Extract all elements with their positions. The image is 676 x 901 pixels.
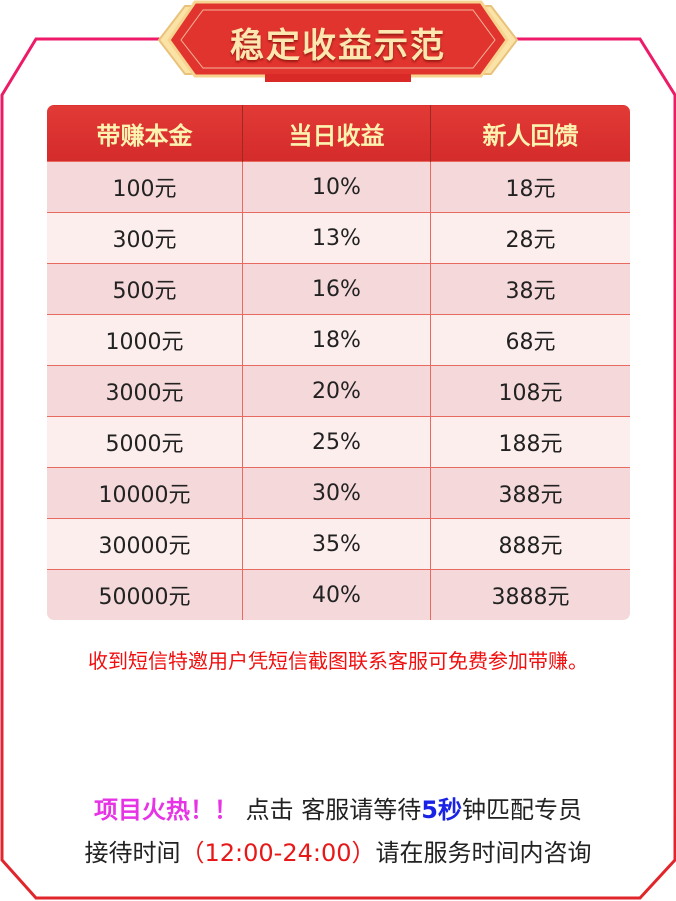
cell-newcomer-bonus: 388元 xyxy=(430,467,630,519)
cell-daily-return: 35% xyxy=(242,518,431,570)
cell-newcomer-bonus: 28元 xyxy=(430,212,630,264)
cell-principal: 1000元 xyxy=(47,314,243,366)
cell-principal: 3000元 xyxy=(47,365,243,417)
header-daily-return: 当日收益 xyxy=(242,105,431,162)
earnings-table: 带赚本金 当日收益 新人回馈 100元 10% 18元 300元 13% 28元 500元 1… xyxy=(46,104,631,621)
cell-principal: 100元 xyxy=(47,161,243,213)
cell-principal: 5000元 xyxy=(47,416,243,468)
header-newcomer-bonus: 新人回馈 xyxy=(430,105,630,162)
table-row: 10000元 30% 388元 xyxy=(47,467,630,519)
cell-daily-return: 10% xyxy=(242,161,431,213)
table-row: 30000元 35% 888元 xyxy=(47,518,630,570)
cell-principal: 300元 xyxy=(47,212,243,264)
wait-seconds: 5秒 xyxy=(421,796,462,824)
cell-daily-return: 25% xyxy=(242,416,431,468)
hot-label: 项目火热！！ xyxy=(94,796,239,824)
cell-newcomer-bonus: 3888元 xyxy=(430,569,630,620)
table-row: 1000元 18% 68元 xyxy=(47,314,630,366)
cell-newcomer-bonus: 188元 xyxy=(430,416,630,468)
cell-daily-return: 30% xyxy=(242,467,431,519)
table-row: 500元 16% 38元 xyxy=(47,263,630,315)
service-hours: （12:00-24:00） xyxy=(180,839,376,867)
notice-text: 收到短信特邀用户凭短信截图联系客服可免费参加带赚。 xyxy=(88,649,588,673)
click-text[interactable]: 点击 客服请等待 xyxy=(238,796,422,824)
table-row: 100元 10% 18元 xyxy=(47,161,630,213)
match-text: 钟匹配专员 xyxy=(461,796,582,824)
cell-principal: 500元 xyxy=(47,263,243,315)
footer-line-2: 接待时间（12:00-24:00）请在服务时间内咨询 xyxy=(0,833,676,868)
cell-newcomer-bonus: 888元 xyxy=(430,518,630,570)
cell-newcomer-bonus: 108元 xyxy=(430,365,630,417)
header-principal: 带赚本金 xyxy=(47,105,243,162)
table-row: 5000元 25% 188元 xyxy=(47,416,630,468)
footer-line-1: 项目火热！！ 点击 客服请等待5秒钟匹配专员 xyxy=(0,790,676,825)
table-header-row: 带赚本金 当日收益 新人回馈 xyxy=(47,105,630,162)
cell-principal: 30000元 xyxy=(47,518,243,570)
table-row: 3000元 20% 108元 xyxy=(47,365,630,417)
reception-label: 接待时间 xyxy=(84,839,181,867)
cell-daily-return: 18% xyxy=(242,314,431,366)
cell-daily-return: 13% xyxy=(242,212,431,264)
title-banner: 稳定收益示范 xyxy=(155,0,521,82)
cell-newcomer-bonus: 68元 xyxy=(430,314,630,366)
table-row: 300元 13% 28元 xyxy=(47,212,630,264)
cell-newcomer-bonus: 18元 xyxy=(430,161,630,213)
table-row: 50000元 40% 3888元 xyxy=(47,569,630,620)
cell-daily-return: 20% xyxy=(242,365,431,417)
banner-ornament xyxy=(157,0,519,82)
cell-principal: 10000元 xyxy=(47,467,243,519)
cell-newcomer-bonus: 38元 xyxy=(430,263,630,315)
cell-daily-return: 40% xyxy=(242,569,431,620)
banner-title: 稳定收益示范 xyxy=(230,26,446,66)
consult-text: 请在服务时间内咨询 xyxy=(375,839,592,867)
cell-daily-return: 16% xyxy=(242,263,431,315)
cell-principal: 50000元 xyxy=(47,569,243,620)
